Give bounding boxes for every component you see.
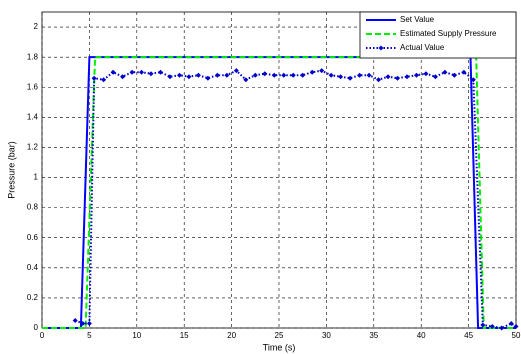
y-tick-label: 1.4 xyxy=(27,112,39,121)
y-tick-label: 1.8 xyxy=(27,52,39,61)
marker xyxy=(148,71,154,77)
legend-marker xyxy=(378,45,384,51)
marker xyxy=(290,72,296,78)
x-tick-label: 35 xyxy=(369,331,378,340)
y-tick-label: 1 xyxy=(34,173,39,182)
x-tick-label: 10 xyxy=(132,331,141,340)
series-line xyxy=(42,56,516,329)
y-tick-label: 0 xyxy=(34,323,39,332)
marker xyxy=(395,75,400,81)
marker xyxy=(86,320,92,326)
marker xyxy=(195,72,201,78)
x-tick-label: 0 xyxy=(40,331,45,340)
marker xyxy=(513,323,519,329)
x-tick-label: 25 xyxy=(275,331,284,340)
x-tick-label: 20 xyxy=(227,331,236,340)
marker xyxy=(101,77,107,83)
legend-label: Estimated Supply Pressure xyxy=(400,29,497,38)
marker xyxy=(338,74,344,80)
marker xyxy=(470,77,476,83)
marker xyxy=(72,317,78,323)
axes-box xyxy=(41,11,517,329)
legend-label: Set Value xyxy=(400,15,435,24)
marker xyxy=(252,72,258,78)
x-tick-label: 5 xyxy=(87,331,92,340)
marker xyxy=(461,69,467,75)
marker xyxy=(91,75,97,81)
marker xyxy=(442,69,448,75)
marker xyxy=(423,71,429,77)
marker xyxy=(243,77,249,83)
y-axis-label: Pressure (bar) xyxy=(6,141,16,199)
marker xyxy=(376,77,382,83)
x-tick-label: 50 xyxy=(512,331,521,340)
marker xyxy=(480,322,486,328)
y-tick-label: 2 xyxy=(34,22,39,31)
marker xyxy=(489,323,495,329)
marker xyxy=(404,74,410,80)
marker xyxy=(281,72,287,78)
marker xyxy=(167,74,173,80)
marker xyxy=(262,71,268,77)
marker xyxy=(508,320,514,326)
marker xyxy=(385,74,391,80)
marker xyxy=(233,68,239,74)
y-tick-label: 0.8 xyxy=(27,203,39,212)
marker xyxy=(271,72,277,78)
marker xyxy=(357,72,363,78)
marker xyxy=(347,75,353,81)
y-tick-label: 0.6 xyxy=(27,233,39,242)
marker xyxy=(80,320,86,326)
y-tick-label: 0.4 xyxy=(27,263,39,272)
marker xyxy=(129,69,135,75)
marker xyxy=(139,69,145,75)
marker xyxy=(319,68,325,74)
marker xyxy=(451,72,457,78)
marker xyxy=(186,74,192,80)
marker xyxy=(110,69,116,75)
x-tick-label: 30 xyxy=(322,331,331,340)
legend-label: Actual Value xyxy=(400,43,445,52)
marker xyxy=(499,325,505,331)
y-tick-label: 0.2 xyxy=(27,293,39,302)
marker xyxy=(309,69,315,75)
x-tick-label: 45 xyxy=(464,331,473,340)
x-tick-label: 15 xyxy=(180,331,189,340)
x-tick-label: 40 xyxy=(417,331,426,340)
x-axis-label: Time (s) xyxy=(263,342,296,352)
y-tick-label: 1.2 xyxy=(27,143,39,152)
marker xyxy=(366,72,372,78)
marker xyxy=(214,72,220,78)
marker xyxy=(328,72,334,78)
marker xyxy=(120,74,126,80)
marker xyxy=(300,72,306,78)
marker xyxy=(224,72,230,78)
marker xyxy=(413,72,419,78)
marker xyxy=(158,69,163,75)
marker xyxy=(205,75,211,81)
y-tick-label: 1.6 xyxy=(27,82,39,91)
marker xyxy=(432,74,438,80)
marker xyxy=(176,72,182,78)
